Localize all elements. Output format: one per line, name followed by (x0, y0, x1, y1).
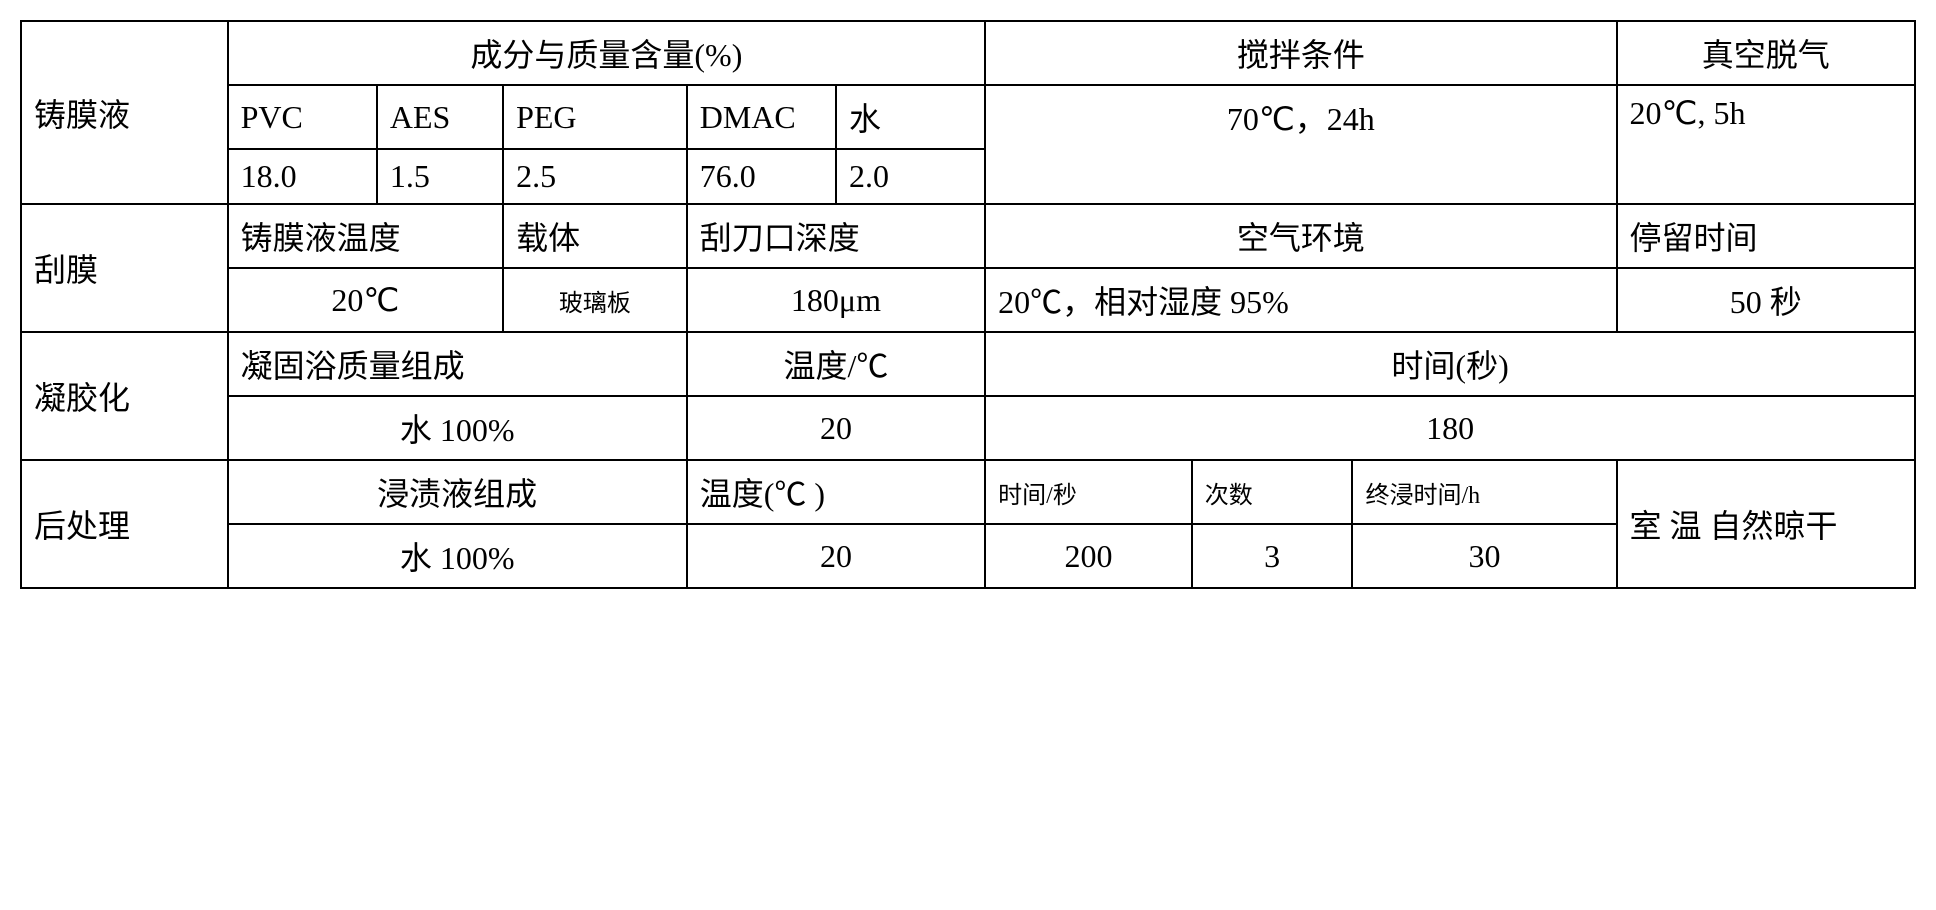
section2-temp-header: 铸膜液温度 (228, 204, 503, 268)
section4-dry-value: 室 温 自然晾干 (1617, 460, 1916, 588)
section2-dwell-value: 50 秒 (1617, 268, 1916, 332)
section4-time-value: 200 (985, 524, 1192, 588)
section1-val-aes: 1.5 (377, 149, 503, 204)
section1-val-dmac: 76.0 (687, 149, 836, 204)
section2-air-value: 20℃，相对湿度 95% (985, 268, 1616, 332)
section2-air-header: 空气环境 (985, 204, 1616, 268)
section4-final-value: 30 (1352, 524, 1616, 588)
section1-label: 铸膜液 (21, 21, 228, 204)
section4-count-value: 3 (1192, 524, 1353, 588)
section2-depth-header: 刮刀口深度 (687, 204, 985, 268)
section1-composition-header: 成分与质量含量(%) (228, 21, 986, 85)
section3-bath-header: 凝固浴质量组成 (228, 332, 687, 396)
section3-bath-value: 水 100% (228, 396, 687, 460)
section4-temp-header: 温度(℃ ) (687, 460, 985, 524)
process-parameters-table: 铸膜液 成分与质量含量(%) 搅拌条件 真空脱气 PVC AES PEG DMA… (20, 20, 1916, 589)
section3-temp-header: 温度/℃ (687, 332, 985, 396)
section1-stir-header: 搅拌条件 (985, 21, 1616, 85)
section1-degas-value: 20℃, 5h (1617, 85, 1916, 204)
section1-col-aes: AES (377, 85, 503, 149)
section2-carrier-header: 载体 (503, 204, 687, 268)
section1-val-pvc: 18.0 (228, 149, 377, 204)
section3-time-value: 180 (985, 396, 1915, 460)
section1-val-water: 2.0 (836, 149, 985, 204)
section1-col-water: 水 (836, 85, 985, 149)
section4-soak-header: 浸渍液组成 (228, 460, 687, 524)
section4-time-header: 时间/秒 (985, 460, 1192, 524)
section4-label: 后处理 (21, 460, 228, 588)
section3-label: 凝胶化 (21, 332, 228, 460)
section1-degas-header: 真空脱气 (1617, 21, 1916, 85)
section4-temp-value: 20 (687, 524, 985, 588)
section3-temp-value: 20 (687, 396, 985, 460)
section4-count-header: 次数 (1192, 460, 1353, 524)
section2-depth-value: 180μm (687, 268, 985, 332)
section4-soak-value: 水 100% (228, 524, 687, 588)
section3-time-header: 时间(秒) (985, 332, 1915, 396)
section1-stir-value: 70℃，24h (985, 85, 1616, 204)
section2-dwell-header: 停留时间 (1617, 204, 1916, 268)
section1-col-pvc: PVC (228, 85, 377, 149)
section2-carrier-value: 玻璃板 (503, 268, 687, 332)
section2-temp-value: 20℃ (228, 268, 503, 332)
section1-col-dmac: DMAC (687, 85, 836, 149)
section1-col-peg: PEG (503, 85, 687, 149)
section1-val-peg: 2.5 (503, 149, 687, 204)
section2-label: 刮膜 (21, 204, 228, 332)
section4-final-header: 终浸时间/h (1352, 460, 1616, 524)
